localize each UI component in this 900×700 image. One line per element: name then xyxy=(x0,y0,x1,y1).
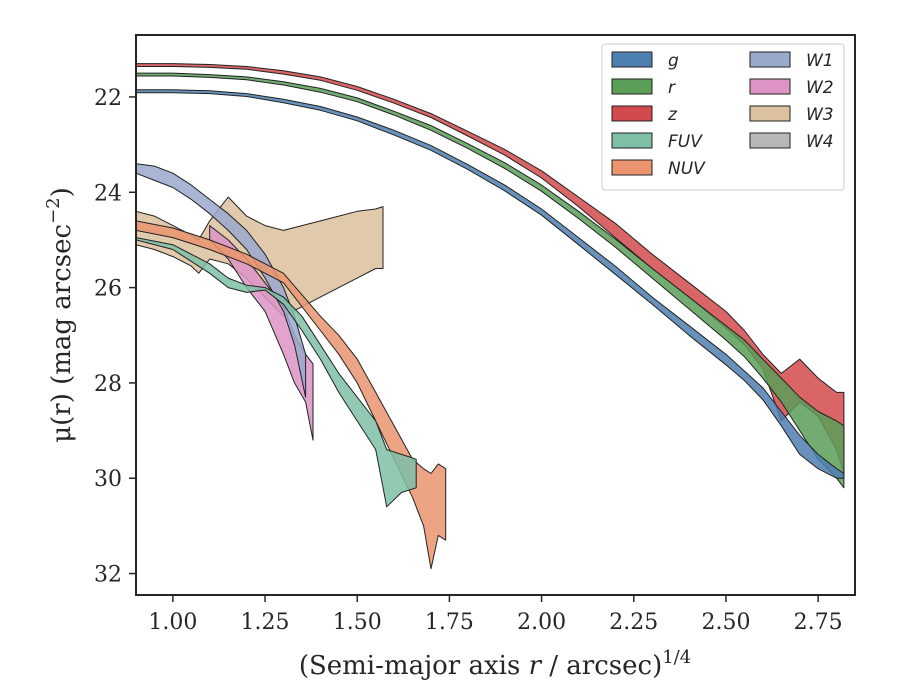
y-tick-label: 32 xyxy=(94,563,122,588)
legend-label-w1: W1 xyxy=(806,51,834,71)
y-tick-label: 26 xyxy=(94,277,122,302)
band-fuv xyxy=(136,237,417,508)
legend-swatch-nuv xyxy=(611,159,653,176)
legend-swatch-w3 xyxy=(749,105,791,122)
legend-swatch-g xyxy=(611,51,653,68)
band-w1 xyxy=(136,163,307,398)
legend-label-r: r xyxy=(668,78,676,98)
band-r xyxy=(136,72,845,489)
y-tick-label: 28 xyxy=(94,372,122,397)
legend-label-w4: W4 xyxy=(806,132,834,152)
legend-label-nuv: NUV xyxy=(668,159,706,179)
legend-swatch-fuv xyxy=(611,132,653,149)
band-nuv xyxy=(136,220,447,570)
x-tick-label: 2.25 xyxy=(609,610,658,635)
legend: grz FUV NUV W1 W2 W3 W4 xyxy=(601,43,845,191)
x-tick-label: 1.00 xyxy=(148,610,197,635)
legend-swatch-r xyxy=(611,78,653,95)
legend-label-w3: W3 xyxy=(806,105,834,125)
plot-frame xyxy=(135,34,856,596)
legend-swatch-w4 xyxy=(749,132,791,149)
x-tick-label: 1.25 xyxy=(241,610,290,635)
y-tick-label: 24 xyxy=(94,181,122,206)
x-tick-label: 2.00 xyxy=(517,610,566,635)
legend-label-g: g xyxy=(668,51,679,71)
legend-swatch-w1 xyxy=(749,51,791,68)
x-tick-label: 1.50 xyxy=(333,610,382,635)
x-axis-ticks: 1.00 1.25 1.50 1.75 2.00 2.25 2.50 2.75 xyxy=(148,595,843,635)
x-tick-label: 1.75 xyxy=(425,610,474,635)
y-axis-ticks: 22 24 26 28 30 32 xyxy=(94,86,136,588)
legend-label-z: z xyxy=(667,105,678,125)
y-tick-label: 22 xyxy=(94,86,122,111)
y-tick-label: 30 xyxy=(94,467,122,492)
profile-bands xyxy=(136,63,845,570)
legend-swatch-w2 xyxy=(749,78,791,95)
x-tick-label: 2.75 xyxy=(794,610,843,635)
legend-label-fuv: FUV xyxy=(668,132,703,152)
x-tick-label: 2.50 xyxy=(701,610,750,635)
legend-label-w2: W2 xyxy=(806,78,834,98)
legend-swatch-z xyxy=(611,105,653,122)
x-axis-label: (Semi-major axis r / arcsec)1/4 xyxy=(299,647,691,681)
y-axis-label: μ(r) (mag arcsec−2) xyxy=(43,187,77,443)
band-g xyxy=(136,89,845,479)
